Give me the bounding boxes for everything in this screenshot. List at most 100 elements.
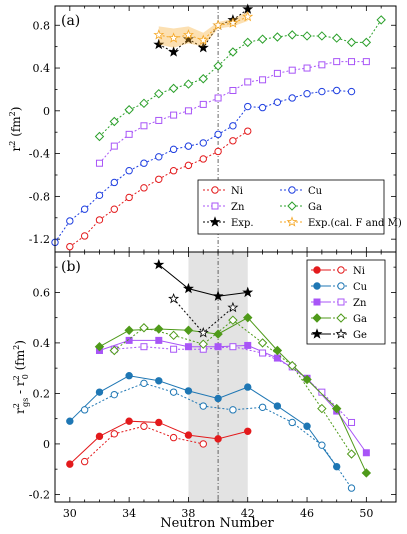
data-point xyxy=(213,61,223,71)
data-point-odd xyxy=(228,315,238,325)
legend-marker xyxy=(288,186,296,194)
data-point xyxy=(348,58,356,66)
legend-label: Zn xyxy=(353,298,367,309)
ylabel-sup: 2 xyxy=(12,375,21,380)
data-point-odd xyxy=(110,390,119,399)
data-point xyxy=(155,153,163,161)
data-point-even xyxy=(124,325,134,335)
data-point-even xyxy=(243,312,253,323)
series-line-even xyxy=(69,375,338,467)
legend: Ni Cu Zn Ga Ge xyxy=(306,259,386,345)
error-band xyxy=(158,11,248,48)
data-point-even xyxy=(213,329,223,339)
series-exp-cal-f-and-m xyxy=(153,10,254,48)
data-point-odd xyxy=(287,360,297,371)
data-point xyxy=(198,74,208,84)
data-point xyxy=(197,34,209,45)
data-point xyxy=(182,29,194,40)
data-point-odd xyxy=(318,441,326,449)
x-tick-label: 46 xyxy=(300,507,314,520)
ylabel-close: ) xyxy=(13,340,27,345)
y-tick-label: 0.6 xyxy=(33,286,51,299)
data-point xyxy=(95,159,103,167)
data-point xyxy=(303,64,311,72)
y-tick-label: -0.4 xyxy=(29,148,50,161)
legend-marker-odd xyxy=(337,298,345,306)
data-point xyxy=(212,19,224,30)
legend-marker-even xyxy=(313,282,321,290)
data-point-even xyxy=(155,336,163,344)
data-point-odd xyxy=(227,301,239,313)
y-tick-label: 0.4 xyxy=(33,337,51,350)
legend-marker-even xyxy=(311,328,323,339)
data-point-even xyxy=(362,449,370,457)
data-point-odd xyxy=(110,430,119,438)
plot-frame xyxy=(54,251,397,503)
y-tick-label: 0 xyxy=(43,105,50,118)
panel-label: (a) xyxy=(61,13,80,29)
data-point-even xyxy=(95,432,104,441)
data-point-odd xyxy=(168,292,180,304)
legend-label: Ga xyxy=(353,314,367,325)
data-point-odd xyxy=(229,406,237,414)
panel-label: (b) xyxy=(61,259,81,275)
y-tick-label: -0.8 xyxy=(29,190,50,203)
data-point xyxy=(183,79,194,89)
data-point-odd xyxy=(80,406,89,414)
data-point xyxy=(154,88,164,99)
data-point xyxy=(244,127,252,135)
series-line-odd xyxy=(84,382,352,489)
data-point xyxy=(361,37,372,48)
data-point-odd xyxy=(169,433,178,442)
data-point xyxy=(125,167,133,175)
data-point-even xyxy=(273,402,282,410)
legend-label: Cu xyxy=(353,282,368,293)
x-tick-label: 42 xyxy=(241,507,255,520)
data-point-even xyxy=(244,341,252,349)
x-tick-label: 38 xyxy=(181,507,195,520)
x-tick-label: 50 xyxy=(359,507,373,520)
data-point xyxy=(66,217,74,225)
data-point-odd xyxy=(346,449,357,459)
data-point xyxy=(362,58,370,66)
data-point xyxy=(273,98,282,106)
data-point-odd xyxy=(258,403,267,412)
data-point xyxy=(302,31,312,41)
data-point xyxy=(228,47,238,57)
ylabel-r: r xyxy=(9,145,23,151)
data-point xyxy=(287,30,297,40)
data-point xyxy=(227,17,239,28)
data-point xyxy=(244,78,252,86)
data-point-odd xyxy=(347,484,356,492)
data-point xyxy=(214,94,222,102)
legend-marker-odd xyxy=(337,266,345,274)
data-point-even xyxy=(272,345,283,356)
legend-marker-even xyxy=(312,313,322,323)
data-point xyxy=(140,122,148,130)
data-point-odd xyxy=(259,349,267,357)
ylabel-sup: 2 xyxy=(12,345,21,350)
legend-label: Ni xyxy=(231,186,243,197)
data-point xyxy=(273,69,281,77)
data-point-odd xyxy=(229,343,237,351)
y-axis-label: r2 (fm2) xyxy=(8,107,23,152)
data-point xyxy=(272,32,283,42)
data-point-even xyxy=(244,383,252,391)
data-point-odd xyxy=(80,457,89,466)
data-point xyxy=(332,86,341,95)
legend-marker xyxy=(211,186,219,194)
series-ni xyxy=(66,417,252,468)
y-tick-label: 0.4 xyxy=(33,62,51,75)
data-point xyxy=(214,147,222,156)
series-cu xyxy=(51,86,356,247)
ylabel-sup: 2 xyxy=(12,403,21,408)
data-point xyxy=(242,10,254,22)
ylabel-close: ) xyxy=(9,107,23,112)
data-point xyxy=(333,58,341,66)
x-axis-label: Neutron Number xyxy=(160,516,274,531)
y-tick-label: 0.8 xyxy=(33,19,51,32)
panel-b: -0.2 0 0.2 0.4 0.6 30 34 38 42 46 50 (b) r2gs - r20 … xyxy=(12,251,397,520)
series-ga xyxy=(94,312,372,478)
data-point xyxy=(153,29,165,40)
